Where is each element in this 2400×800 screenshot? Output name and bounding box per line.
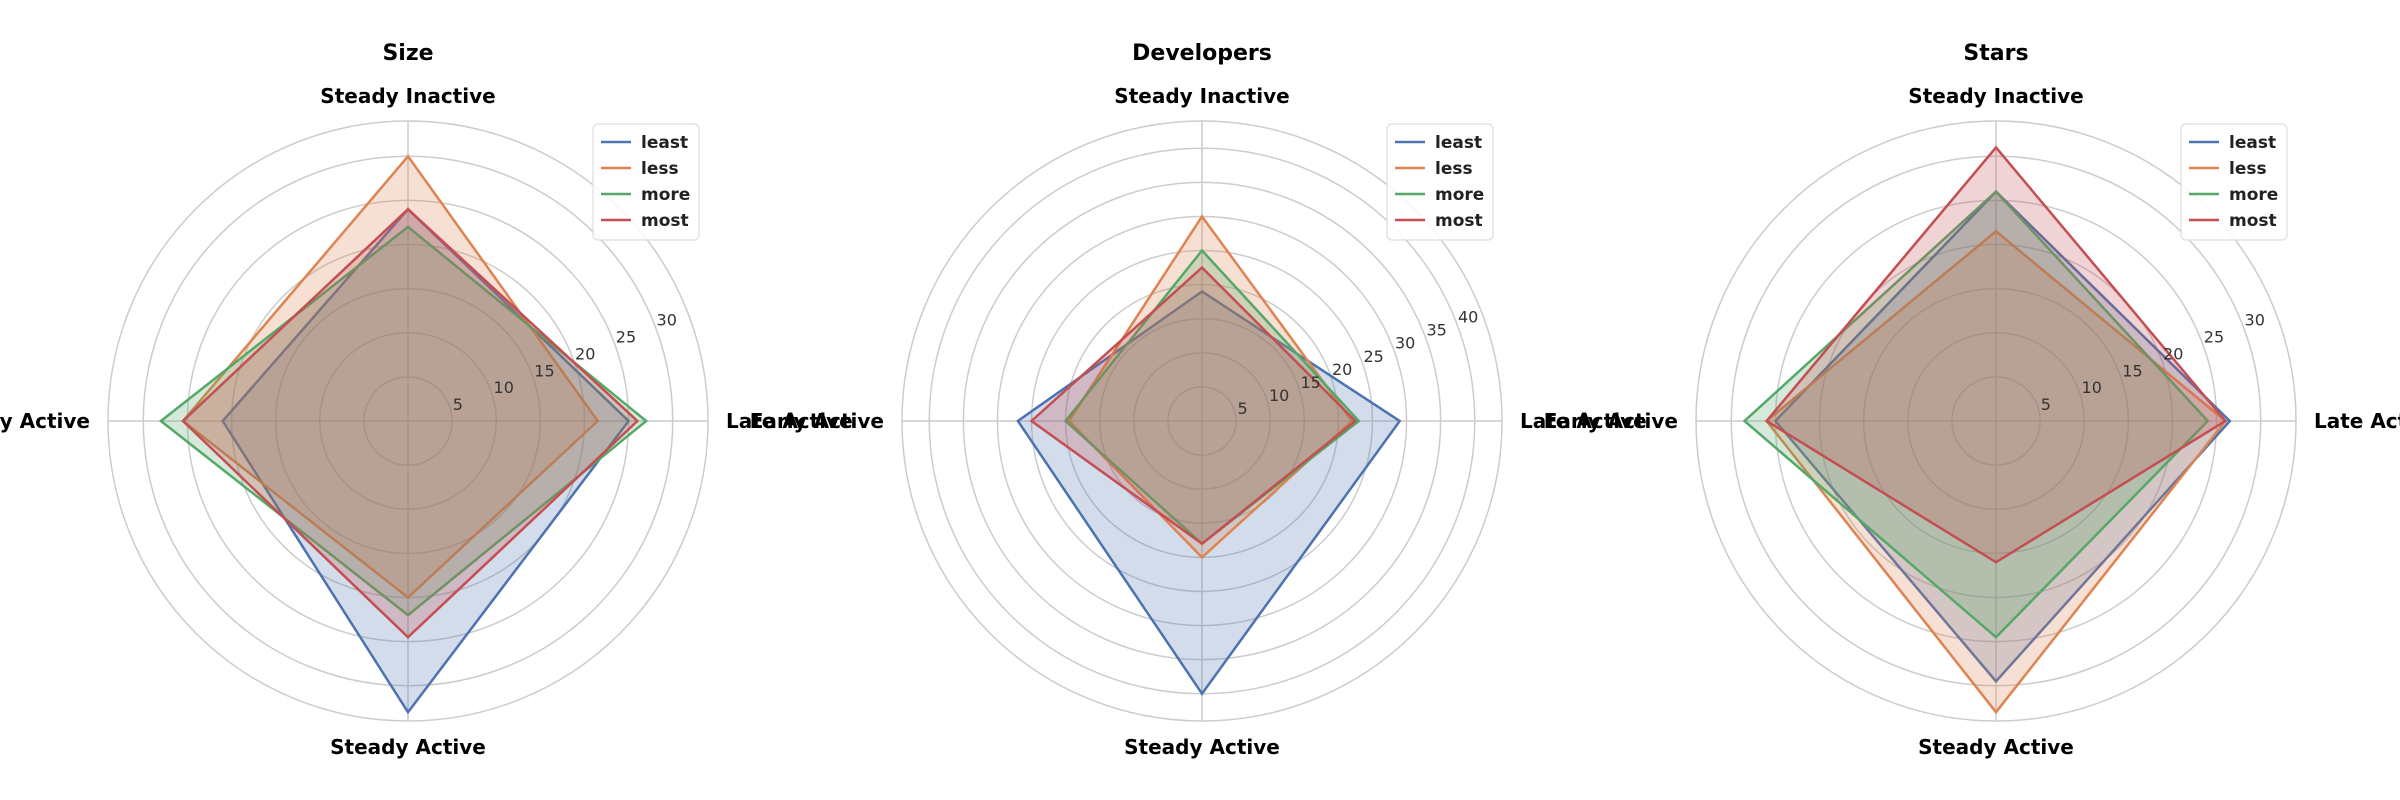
radar-chart-size: Size 5 10 15 20 25 30 Late Active Steady Inactiv… — [0, 41, 853, 759]
category-label: Steady Inactive — [1908, 84, 2083, 108]
radial-tick-label: 10 — [1269, 386, 1289, 405]
series-most-area — [1029, 265, 1358, 546]
category-label: Steady Active — [1918, 735, 2074, 759]
series-most-area — [1764, 145, 2228, 564]
radial-tick-label: 15 — [2122, 361, 2142, 380]
legend-label-more: more — [2229, 185, 2278, 205]
legend-label-more: more — [641, 185, 690, 205]
legend-label-least: least — [2229, 133, 2276, 153]
series-more-area — [158, 225, 649, 617]
radial-tick-label: 5 — [1237, 399, 1247, 418]
radial-tick-label: 30 — [657, 311, 677, 330]
legend: least less more most — [2180, 123, 2288, 241]
radial-tick-label: 30 — [1395, 334, 1415, 353]
radial-tick-label: 15 — [534, 361, 554, 380]
series-most-area — [181, 207, 640, 639]
radar-chart-developers: Developers 5 10 15 20 25 30 35 40 Late Active Stea… — [750, 41, 1647, 759]
legend-label-more: more — [1435, 185, 1484, 205]
radial-tick-label: 35 — [1426, 321, 1446, 340]
radial-tick-label: 20 — [2163, 344, 2183, 363]
legend-label-most: most — [641, 211, 689, 231]
category-label: Steady Active — [1124, 735, 1280, 759]
legend: least less more most — [1386, 123, 1494, 241]
category-label: Late Active — [1520, 409, 1647, 433]
legend-box — [2180, 123, 2288, 241]
radial-tick-label: 10 — [2082, 378, 2102, 397]
series-least-area — [221, 207, 631, 715]
radial-tick-label: 5 — [2041, 395, 2051, 414]
category-label: Early Active — [0, 409, 90, 433]
legend-label-least: least — [641, 133, 688, 153]
category-label: Late Active — [726, 409, 853, 433]
legend-label-least: least — [1435, 133, 1482, 153]
radial-tick-label: 25 — [1363, 347, 1383, 366]
legend-label-most: most — [1435, 211, 1483, 231]
series-least-area — [1773, 189, 2232, 684]
chart-title: Stars — [1963, 41, 2028, 66]
category-label: Late Active — [2314, 409, 2400, 433]
radial-tick-label: 15 — [1300, 373, 1320, 392]
radial-tick-label: 25 — [616, 328, 636, 347]
category-label: Early Active — [1544, 409, 1678, 433]
legend-box — [1386, 123, 1494, 241]
radial-tick-label: 25 — [2204, 328, 2224, 347]
radial-tick-label: 5 — [453, 395, 463, 414]
radial-tick-label: 10 — [494, 378, 514, 397]
legend-label-less: less — [1435, 159, 1473, 179]
radial-tick-label: 40 — [1458, 308, 1478, 327]
radar-chart-stars: Stars 5 10 15 20 25 30 Late Active Steady Inacti… — [1544, 41, 2400, 759]
radial-tick-label: 20 — [1332, 360, 1352, 379]
series-more-area — [1742, 189, 2210, 639]
legend: least less more most — [592, 123, 700, 241]
radial-tick-label: 20 — [575, 344, 595, 363]
series-less-area — [1067, 214, 1354, 560]
chart-title: Developers — [1132, 41, 1272, 66]
chart-title: Size — [382, 41, 433, 66]
legend-box — [592, 123, 700, 241]
category-label: Steady Active — [330, 735, 486, 759]
legend-label-less: less — [641, 159, 679, 179]
legend-label-less: less — [2229, 159, 2267, 179]
radial-tick-label: 30 — [2245, 311, 2265, 330]
legend-label-most: most — [2229, 211, 2277, 231]
category-label: Steady Inactive — [1114, 84, 1289, 108]
category-label: Steady Inactive — [320, 84, 495, 108]
category-label: Early Active — [750, 409, 884, 433]
